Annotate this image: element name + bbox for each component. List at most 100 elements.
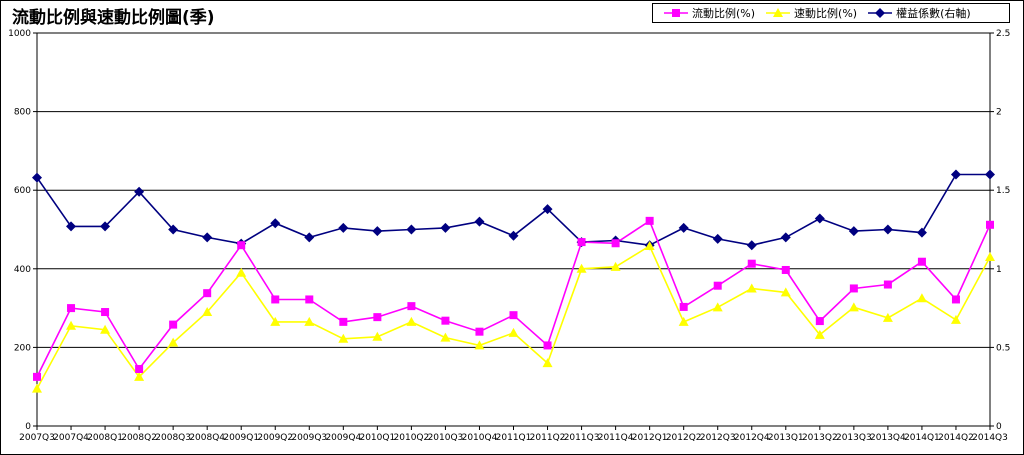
series-1-point xyxy=(814,329,825,339)
legend-item-equity-multiplier: 權益係數(右軸) xyxy=(867,5,971,21)
series-0-point xyxy=(135,365,144,374)
series-1-point xyxy=(100,324,111,334)
chart-title: 流動比例與速動比例圖(季) xyxy=(12,8,215,28)
x-tick-label: 2007Q4 xyxy=(53,433,89,443)
series-2-point xyxy=(406,224,417,235)
series-2-point xyxy=(780,232,791,243)
series-0-point xyxy=(747,259,756,268)
x-tick-label: 2010Q3 xyxy=(428,433,464,443)
series-0-point xyxy=(679,302,688,311)
series-1-point xyxy=(236,267,247,277)
series-2-point xyxy=(66,221,77,232)
series-1-point xyxy=(134,371,145,381)
series-1-point xyxy=(542,358,553,368)
series-2-point xyxy=(508,230,519,241)
legend-swatch-quick-ratio xyxy=(766,8,791,17)
y-right-tick-label: 1.5 xyxy=(996,186,1010,196)
series-2-point xyxy=(304,232,315,243)
series-0-point xyxy=(713,281,722,290)
series-2-point xyxy=(168,224,179,235)
series-2-point xyxy=(440,222,451,233)
series-1-point xyxy=(644,241,655,251)
series-0-point xyxy=(475,327,484,336)
series-2-point xyxy=(372,226,383,237)
x-tick-label: 2014Q2 xyxy=(938,433,974,443)
legend-swatch-equity-multiplier xyxy=(868,8,893,18)
series-1-point xyxy=(678,316,689,326)
series-0-point xyxy=(169,320,178,329)
legend-item-current-ratio: 流動比例(%) xyxy=(663,5,755,21)
series-2-point xyxy=(985,169,995,180)
series-2-point xyxy=(882,224,893,235)
series-0-point xyxy=(883,280,892,289)
series-1-point xyxy=(746,283,757,293)
x-tick-label: 2013Q4 xyxy=(870,433,906,443)
series-2-point xyxy=(134,186,145,197)
series-0-point xyxy=(441,316,450,325)
x-tick-label: 2008Q3 xyxy=(155,433,191,443)
series-1-point xyxy=(780,287,791,297)
series-2-point xyxy=(712,233,723,244)
series-2-point xyxy=(848,226,859,237)
legend-label-current-ratio: 流動比例(%) xyxy=(692,7,756,20)
x-tick-label: 2013Q3 xyxy=(836,433,872,443)
series-1-point xyxy=(406,316,417,326)
series-1-point xyxy=(304,316,315,326)
y-right-tick-label: 0 xyxy=(996,422,1002,432)
series-0-point xyxy=(815,317,824,326)
x-tick-label: 2007Q3 xyxy=(19,433,55,443)
x-tick-label: 2011Q4 xyxy=(598,433,634,443)
x-tick-label: 2008Q1 xyxy=(87,433,123,443)
series-0-point xyxy=(543,341,552,350)
x-tick-label: 2012Q1 xyxy=(632,433,668,443)
x-tick-label: 2010Q2 xyxy=(394,433,430,443)
x-tick-label: 2008Q2 xyxy=(121,433,157,443)
y-left-tick-label: 600 xyxy=(14,186,31,196)
series-1-point xyxy=(474,340,485,350)
series-0-point xyxy=(509,311,518,320)
legend-label-equity-multiplier: 權益係數(右軸) xyxy=(896,7,971,20)
y-right-tick-label: 2 xyxy=(996,108,1002,118)
y-left-tick-label: 1000 xyxy=(8,29,31,39)
series-0-point xyxy=(101,308,110,317)
series-1-point xyxy=(32,383,42,393)
x-tick-label: 2012Q4 xyxy=(734,433,770,443)
series-1-point xyxy=(576,263,587,273)
series-2-point xyxy=(100,221,111,232)
legend-label-quick-ratio: 速動比例(%) xyxy=(794,7,858,20)
series-0-point xyxy=(611,239,620,248)
legend-item-quick-ratio: 速動比例(%) xyxy=(765,5,857,21)
series-0-point xyxy=(986,220,994,229)
series-1-point xyxy=(66,320,77,330)
series-0-point xyxy=(577,238,586,247)
series-0-point xyxy=(339,317,348,326)
y-left-tick-label: 800 xyxy=(14,108,31,118)
x-tick-label: 2010Q4 xyxy=(462,433,498,443)
series-2-point xyxy=(542,204,553,215)
series-0-point xyxy=(407,302,416,311)
series-1-point xyxy=(440,332,451,342)
x-tick-label: 2010Q1 xyxy=(359,433,395,443)
x-tick-label: 2014Q3 xyxy=(972,433,1008,443)
series-2-point xyxy=(202,232,213,243)
y-left-tick-label: 400 xyxy=(14,265,31,275)
series-0-point xyxy=(781,265,790,274)
chart-legend: 流動比例(%) 速動比例(%) 權益係數(右軸) xyxy=(652,3,1010,23)
series-1-point xyxy=(882,312,893,322)
series-0-point xyxy=(271,295,280,304)
series-1-point xyxy=(848,302,859,312)
x-tick-label: 2009Q1 xyxy=(223,433,259,443)
series-0-point xyxy=(305,295,314,304)
series-1-point xyxy=(610,261,621,271)
x-tick-label: 2009Q4 xyxy=(325,433,361,443)
x-tick-label: 2013Q1 xyxy=(768,433,804,443)
x-tick-label: 2008Q4 xyxy=(189,433,225,443)
series-1-point xyxy=(372,331,383,341)
x-tick-label: 2009Q2 xyxy=(257,433,293,443)
series-0-point xyxy=(917,257,926,266)
series-1-point xyxy=(270,316,281,326)
legend-swatch-current-ratio xyxy=(664,9,688,17)
x-tick-label: 2009Q3 xyxy=(291,433,327,443)
series-0-point xyxy=(237,241,246,250)
